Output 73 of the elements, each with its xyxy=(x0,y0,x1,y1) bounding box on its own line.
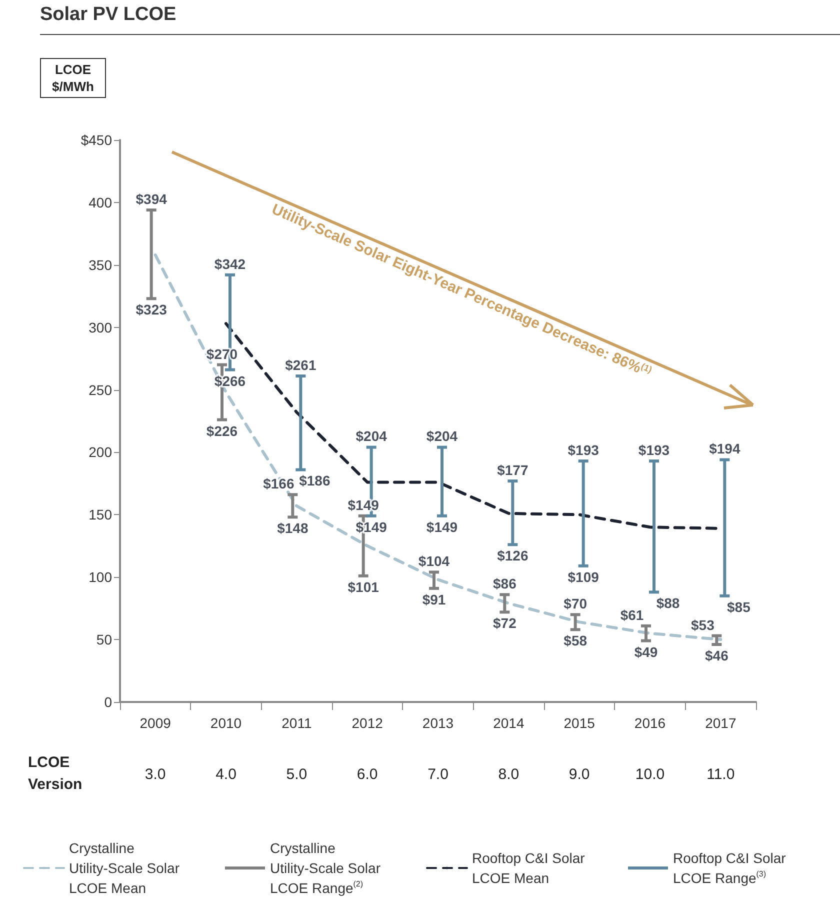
y-tick-label: 250 xyxy=(88,382,112,398)
annotation: $149 xyxy=(426,518,458,535)
annotation: $226 xyxy=(206,422,238,439)
text: 7.0 xyxy=(428,766,448,783)
text: 9.0 xyxy=(568,766,590,783)
x-tick-label: 2017 xyxy=(705,715,736,731)
annotation: $70 xyxy=(564,596,588,612)
annotation: $342 xyxy=(214,256,246,272)
bar xyxy=(715,636,718,645)
annotation: $394 xyxy=(136,190,168,207)
annotation: $61 xyxy=(620,606,644,623)
annotation: $109 xyxy=(568,568,600,585)
bar xyxy=(432,572,436,588)
annotation: $261 xyxy=(285,357,316,374)
x-tick-label: 2014 xyxy=(493,715,524,731)
annotation: $46 xyxy=(704,648,729,664)
y-tick-label: 300 xyxy=(88,319,112,336)
annotation: $85 xyxy=(726,598,751,615)
annotation: $323 xyxy=(136,302,168,318)
annotation: $193 xyxy=(638,442,670,458)
legend-label: Crystalline Utility-Scale Solar LCOE Mean xyxy=(69,840,184,896)
text: 8.0 xyxy=(498,766,520,783)
text: 5.0 xyxy=(286,766,308,783)
bar xyxy=(582,460,585,566)
y-tick-label: $450 xyxy=(80,132,112,148)
x-tick-label: 2016 xyxy=(634,715,666,731)
legend-label: Rooftop C&I Solar LCOE Mean xyxy=(472,850,589,886)
annotation: $91 xyxy=(422,591,446,608)
x-tick-label: 2013 xyxy=(422,715,454,731)
annotation: $126 xyxy=(497,548,528,564)
y-tick-label: 200 xyxy=(88,444,112,460)
y-tick-label: 0 xyxy=(104,694,112,710)
annotation: $194 xyxy=(709,440,740,457)
annotation: $204 xyxy=(356,428,388,444)
y-tick-label: 350 xyxy=(88,256,112,273)
x-tick-label: 2011 xyxy=(282,715,312,731)
annotation: $204 xyxy=(426,428,458,444)
chart-title: Solar PV LCOE xyxy=(40,4,840,35)
y-tick-label: 50 xyxy=(96,632,112,648)
x-tick-label: 2012 xyxy=(352,715,384,731)
annotation: $193 xyxy=(568,442,600,458)
text: 11.0 xyxy=(706,766,735,783)
bar xyxy=(299,376,302,470)
text: 6.0 xyxy=(356,766,378,783)
x-tick-label: 2009 xyxy=(140,715,172,731)
annotation: $101 xyxy=(348,578,380,595)
annotation: $72 xyxy=(492,615,517,632)
x-tick-label: 2010 xyxy=(210,715,242,731)
annotation: $58 xyxy=(564,632,588,649)
text: LCOE Version xyxy=(28,753,84,795)
text: 3.0 xyxy=(144,766,166,783)
annotation: $49 xyxy=(634,644,658,660)
bar xyxy=(511,480,514,545)
annotation: $148 xyxy=(277,520,308,536)
bar xyxy=(723,460,726,596)
bar xyxy=(644,626,648,641)
bar xyxy=(574,614,577,630)
x-tick-label: 2015 xyxy=(564,715,596,731)
bar xyxy=(652,460,656,592)
y-tick-label: 100 xyxy=(88,569,112,586)
y-tick-label: 150 xyxy=(88,506,112,523)
annotation: $104 xyxy=(418,553,450,570)
y-tick-label: 400 xyxy=(88,194,112,210)
annotation: $88 xyxy=(656,595,680,612)
annotation: $166 xyxy=(263,476,294,492)
text: 4.0 xyxy=(216,766,236,783)
annotation: $86 xyxy=(492,576,517,592)
annotation: $53 xyxy=(690,616,715,633)
bar xyxy=(440,447,444,516)
text: 10.0 xyxy=(635,766,665,783)
annotation: $177 xyxy=(497,462,528,478)
annotation: $186 xyxy=(299,472,330,489)
y-axis-title: LCOE $/MWh xyxy=(40,58,106,98)
